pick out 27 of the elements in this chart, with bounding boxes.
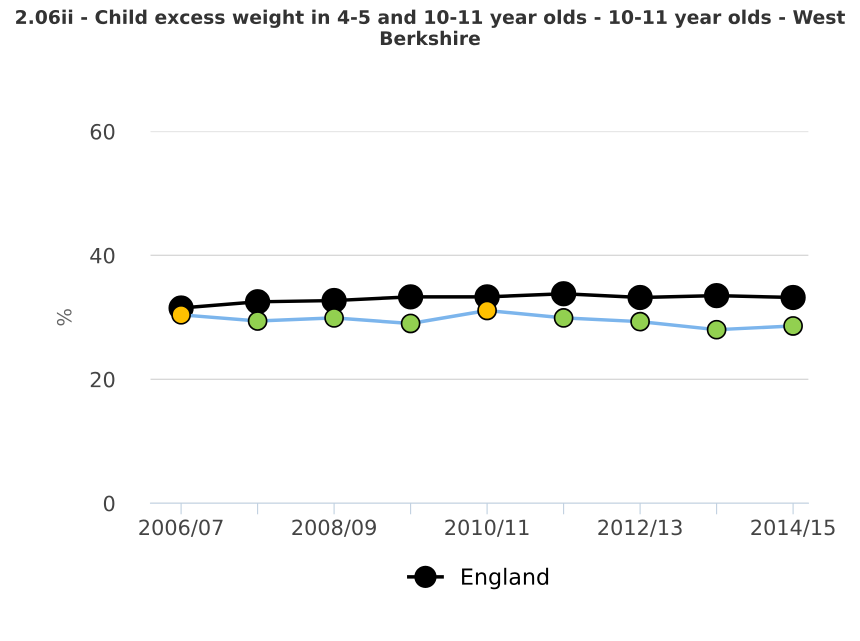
point — [324, 308, 344, 328]
x-tick-label: 2012/13 — [598, 520, 682, 537]
point — [244, 289, 270, 314]
point — [398, 284, 424, 310]
point — [630, 312, 650, 332]
y-tick-label: 20 — [90, 372, 114, 388]
point — [554, 308, 574, 328]
x-tick-label: 2006/07 — [139, 520, 223, 537]
point — [321, 288, 347, 314]
point — [477, 300, 497, 320]
point — [550, 281, 576, 306]
y-axis-title: % — [56, 309, 72, 326]
y-tick-label: 60 — [90, 124, 114, 140]
y-tick-label: 40 — [90, 248, 114, 264]
point — [706, 320, 726, 340]
point — [400, 314, 420, 334]
x-tick-label: 2014/15 — [751, 520, 835, 537]
point — [780, 284, 806, 310]
point — [704, 282, 730, 308]
y-tick-label: 0 — [104, 496, 114, 512]
x-tick-label: 2010/11 — [445, 520, 528, 537]
x-tick-label: 2008/09 — [292, 520, 376, 537]
point — [783, 316, 803, 336]
legend-label: England — [462, 568, 548, 590]
point — [627, 284, 653, 310]
point — [248, 311, 268, 331]
chart-title: 2.06ii - Child excess weight in 4-5 and 10-11 year olds - 10-11 year olds - West Berkshire — [16, 10, 845, 46]
